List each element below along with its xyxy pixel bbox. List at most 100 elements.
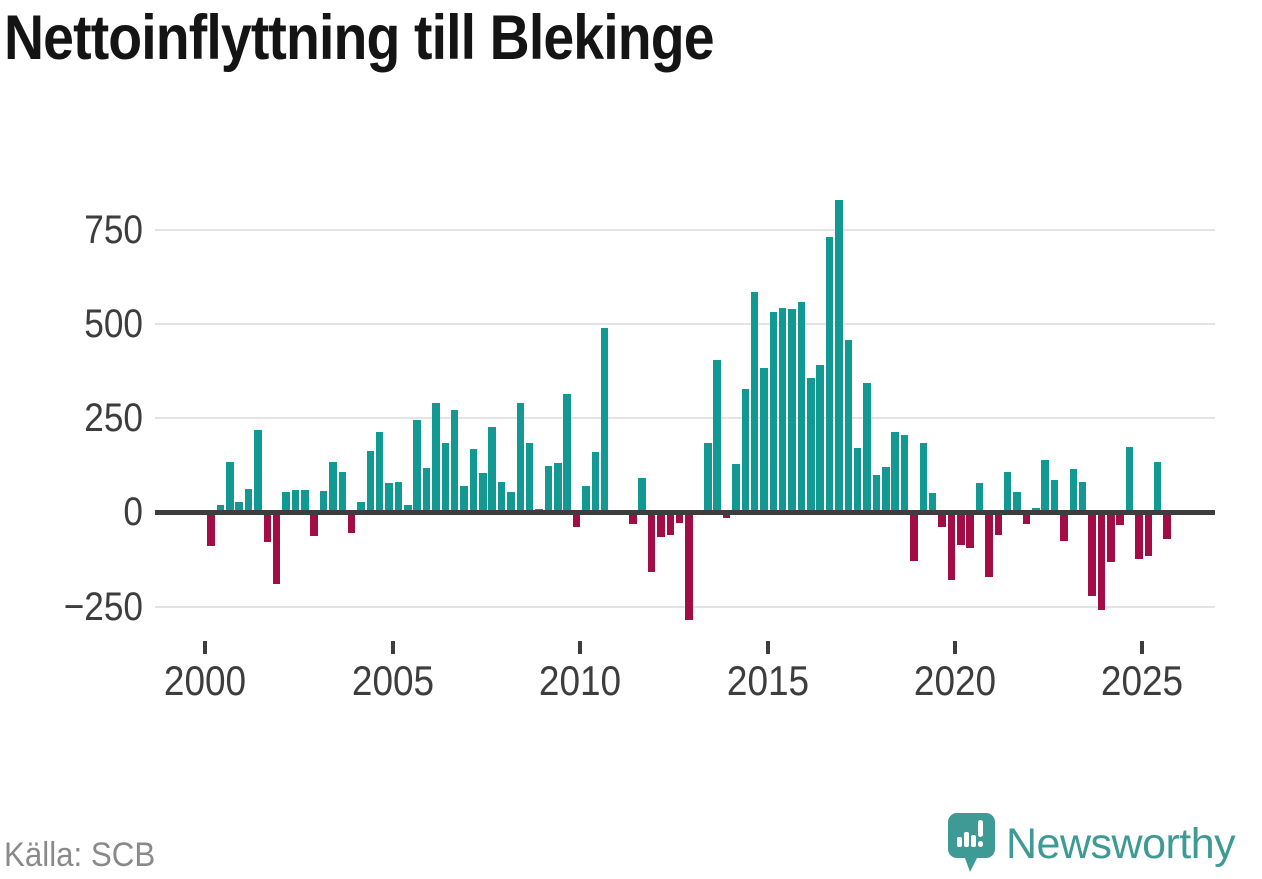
source-caption: Källa: SCB — [4, 836, 156, 874]
bar-2019-q2 — [928, 493, 937, 513]
bar-2020-q4 — [985, 512, 993, 577]
x-axis-line — [155, 509, 1215, 515]
bar-2005-q3 — [413, 419, 421, 513]
bar-2010-q1 — [582, 485, 590, 513]
bar-2000-q2 — [216, 504, 225, 513]
bar-2002-q3 — [301, 489, 309, 513]
bar-2025-q3 — [1163, 512, 1171, 539]
bar-2005-q1 — [394, 481, 403, 513]
bar-2021-q4 — [1022, 512, 1031, 524]
bar-2007-q3 — [488, 427, 496, 513]
bar-2023-q1 — [1069, 468, 1078, 513]
bar-2007-q2 — [479, 473, 487, 513]
y-axis-label: −250 — [63, 584, 143, 629]
bar-2024-q4 — [1135, 512, 1143, 560]
bar-2006-q4 — [460, 485, 468, 513]
bar-2011-q3 — [638, 477, 646, 513]
bar-2002-q1 — [282, 491, 290, 513]
logo-exclamation-dot — [978, 841, 983, 847]
brand-wordmark: Newsworthy — [1006, 820, 1236, 868]
bar-2012-q1 — [657, 512, 665, 537]
bar-2023-q2 — [1078, 481, 1087, 513]
gridline — [155, 322, 1215, 325]
bar-2025-q2 — [1153, 461, 1162, 513]
bar-2002-q4 — [310, 512, 318, 537]
x-axis-label: 2020 — [913, 657, 997, 704]
bar-2022-q4 — [1060, 512, 1068, 542]
bar-2009-q3 — [563, 393, 571, 513]
x-axis-label: 2005 — [351, 657, 434, 704]
bar-2020-q3 — [975, 482, 984, 513]
bar-2018-q2 — [891, 432, 899, 513]
bar-2019-q4 — [947, 512, 956, 580]
bar-2000-q3 — [226, 461, 234, 513]
bar-2008-q2 — [516, 403, 525, 513]
gridline — [155, 417, 1215, 420]
bar-2019-q1 — [919, 442, 928, 513]
logo-exclamation-stem — [978, 820, 983, 837]
bar-2022-q2 — [1041, 459, 1049, 513]
bar-2018-q3 — [900, 435, 909, 513]
bar-2016-q3 — [825, 236, 834, 513]
x-axis-tick — [578, 641, 583, 654]
gridline — [155, 605, 1215, 608]
bar-2010-q3 — [600, 328, 609, 513]
y-axis-label: 500 — [84, 301, 143, 346]
bar-2011-q2 — [629, 512, 637, 524]
bar-2001-q3 — [263, 512, 272, 543]
bar-2001-q1 — [244, 488, 253, 513]
bar-2009-q1 — [544, 466, 553, 513]
x-axis-tick — [953, 641, 957, 654]
bar-2009-q4 — [572, 512, 581, 527]
bar-2014-q4 — [760, 367, 768, 513]
bar-2024-q2 — [1116, 512, 1124, 526]
x-axis-label: 2000 — [164, 657, 247, 704]
bar-2007-q1 — [469, 448, 478, 513]
x-axis-label: 2015 — [726, 657, 809, 704]
bar-2024-q3 — [1125, 447, 1134, 513]
x-axis-label: 2010 — [538, 657, 622, 704]
bar-2007-q4 — [497, 482, 506, 513]
bar-2017-q1 — [844, 339, 853, 513]
bar-2025-q1 — [1144, 512, 1152, 556]
bar-2012-q2 — [666, 512, 675, 536]
bar-2021-q3 — [1013, 491, 1021, 513]
bar-2014-q1 — [732, 463, 740, 513]
bar-2022-q3 — [1050, 479, 1059, 513]
bar-2015-q2 — [778, 308, 787, 513]
bar-2020-q1 — [957, 512, 965, 546]
bar-2000-q1 — [207, 512, 215, 547]
y-axis-label: 750 — [84, 207, 143, 252]
bar-2002-q2 — [291, 490, 300, 513]
bar-2003-q1 — [319, 491, 328, 513]
bar-2016-q2 — [816, 364, 824, 513]
bar-2008-q1 — [507, 492, 515, 513]
bar-2006-q2 — [441, 442, 450, 513]
bar-2020-q2 — [966, 512, 974, 549]
logo-bar-1 — [957, 837, 962, 847]
x-axis-tick — [390, 641, 395, 654]
bar-2006-q3 — [450, 410, 459, 513]
bar-2005-q2 — [404, 505, 412, 513]
bar-2019-q3 — [938, 512, 946, 527]
chart-title: Nettoinflyttning till Blekinge — [4, 3, 715, 73]
bar-2024-q1 — [1107, 512, 1115, 563]
bar-2003-q2 — [329, 462, 337, 513]
bar-2012-q3 — [675, 512, 684, 524]
bar-2004-q1 — [357, 501, 365, 513]
bar-2015-q4 — [797, 301, 806, 513]
bar-2010-q2 — [591, 452, 600, 513]
bar-2023-q3 — [1088, 512, 1096, 596]
bar-2012-q4 — [685, 512, 693, 620]
bar-2016-q1 — [807, 377, 815, 513]
y-axis-label: 250 — [84, 396, 143, 441]
bar-2003-q4 — [347, 512, 356, 533]
bar-2015-q1 — [769, 312, 778, 513]
bar-2023-q4 — [1097, 512, 1106, 610]
bar-2014-q2 — [741, 389, 749, 513]
bar-2013-q3 — [713, 359, 721, 513]
bar-2013-q4 — [722, 512, 731, 519]
bar-2003-q3 — [338, 472, 346, 513]
bar-2018-q4 — [910, 512, 918, 562]
bar-2018-q1 — [882, 467, 890, 513]
